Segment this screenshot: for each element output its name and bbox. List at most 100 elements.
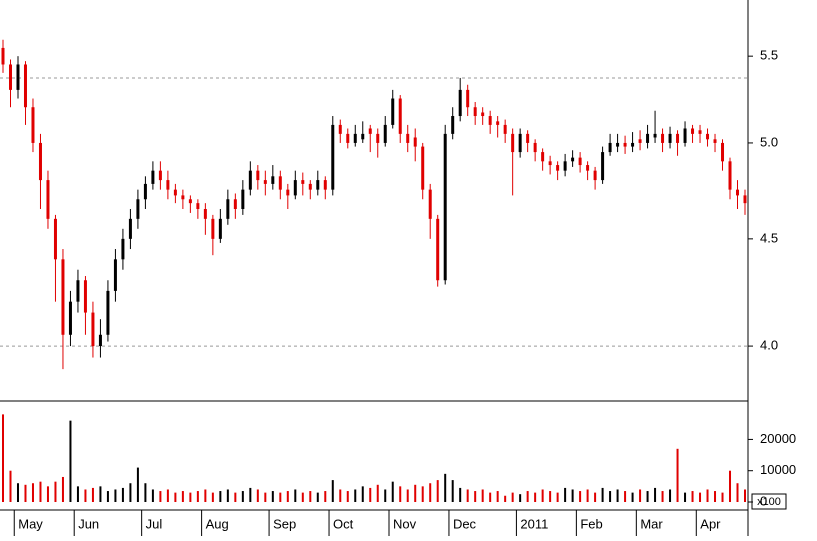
candle-body	[736, 189, 740, 196]
candle-body	[593, 170, 597, 181]
candle-body	[496, 121, 500, 125]
candle-body	[578, 157, 582, 166]
candle-body	[631, 142, 635, 147]
volume-bar	[136, 467, 139, 502]
volume-bar	[339, 489, 342, 502]
volume-bar	[594, 492, 597, 502]
volume-bar	[571, 489, 574, 502]
candle-body	[646, 133, 650, 143]
candle-body	[38, 142, 42, 181]
volume-bar	[376, 484, 379, 502]
candle-body	[608, 142, 612, 153]
volume-bar	[31, 483, 34, 502]
volume-bar	[714, 491, 717, 502]
volume-bar	[121, 487, 124, 502]
candle-body	[346, 133, 350, 143]
volume-bar	[166, 489, 169, 502]
candle-body	[293, 180, 297, 196]
x-tick-label: Jun	[78, 516, 99, 531]
candle-body	[481, 112, 485, 117]
candle-body	[638, 139, 642, 143]
volume-bar	[526, 491, 529, 502]
candle-body	[91, 312, 95, 347]
volume-bar	[241, 491, 244, 502]
volume-bar	[579, 491, 582, 502]
candle-body	[218, 218, 222, 239]
candle-body	[158, 170, 162, 181]
volume-bar	[661, 491, 664, 502]
x-tick-label: Feb	[580, 516, 602, 531]
candle-body	[676, 133, 680, 143]
volume-bar	[181, 491, 184, 502]
candle-body	[248, 170, 252, 190]
volume-bar	[459, 487, 462, 502]
y-tick-label: 20000	[760, 431, 796, 446]
volume-bar	[564, 487, 567, 502]
volume-bar	[219, 491, 222, 502]
candle-body	[323, 180, 327, 190]
x-tick-label: Apr	[700, 516, 721, 531]
volume-bar	[496, 491, 499, 502]
volume-bar	[586, 489, 589, 502]
volume-bar	[91, 487, 94, 502]
volume-bar	[309, 491, 312, 502]
candle-body	[233, 199, 237, 210]
candle-body	[166, 180, 170, 190]
candle-body	[451, 116, 455, 134]
volume-bar	[2, 414, 4, 502]
volume-bar	[294, 489, 297, 502]
volume-bar	[429, 483, 432, 502]
volume-bar	[549, 491, 552, 502]
candle-body	[413, 137, 417, 147]
candle-body	[526, 133, 530, 143]
volume-bar	[384, 489, 387, 502]
candle-body	[406, 133, 410, 143]
candle-body	[308, 183, 312, 190]
y-tick-label: 5.0	[760, 134, 778, 149]
volume-bar	[729, 470, 732, 502]
y-tick-label: 4.0	[760, 338, 778, 353]
volume-bar	[466, 489, 469, 502]
volume-bar	[474, 491, 477, 502]
candle-body	[706, 133, 710, 140]
candle-body	[556, 165, 560, 171]
candle-body	[121, 238, 125, 260]
candle-body	[181, 195, 185, 200]
volume-bar	[354, 489, 357, 502]
candle-body	[61, 259, 65, 335]
candle-body	[188, 199, 192, 204]
y-tick-label: 10000	[760, 462, 796, 477]
candle-body	[211, 218, 215, 239]
volume-bar	[76, 486, 79, 502]
candle-body	[518, 133, 522, 153]
volume-bar	[691, 491, 694, 502]
candle-body	[541, 152, 545, 162]
candle-body	[443, 133, 447, 281]
volume-bar	[511, 492, 514, 502]
volume-bar	[361, 486, 364, 502]
candle-body	[398, 98, 402, 134]
candle-body	[151, 170, 155, 184]
candle-body	[361, 133, 365, 140]
volume-bar	[249, 487, 252, 502]
candle-body	[31, 107, 35, 143]
candle-body	[98, 334, 102, 347]
volume-bar	[301, 492, 304, 502]
candle-body	[653, 133, 657, 138]
x-tick-label: Dec	[453, 516, 477, 531]
volume-bar	[369, 487, 372, 502]
candle-body	[458, 89, 462, 117]
candle-body	[668, 133, 672, 143]
volume-bar	[676, 448, 679, 502]
y-tick-label: 4.5	[760, 230, 778, 245]
x-tick-label: Aug	[206, 516, 229, 531]
volume-bar	[556, 492, 559, 502]
volume-bar	[316, 492, 319, 502]
volume-bar	[99, 486, 102, 502]
volume-bar	[211, 492, 214, 502]
volume-bar	[646, 491, 649, 502]
candle-body	[53, 218, 57, 260]
candle-body	[68, 301, 72, 335]
